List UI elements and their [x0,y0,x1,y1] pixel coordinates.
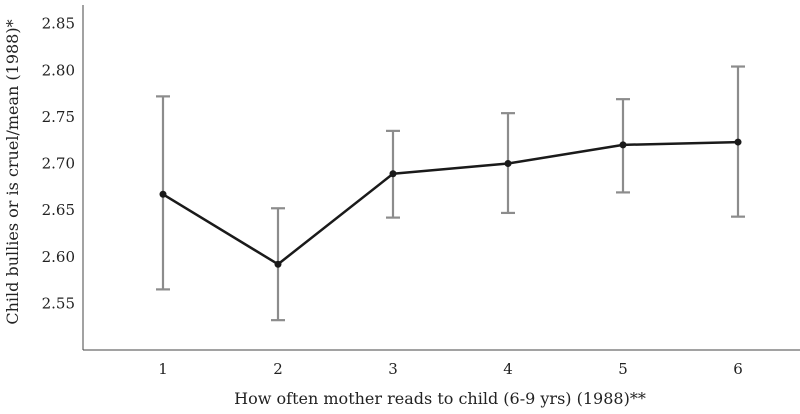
x-tick-label: 5 [618,360,628,378]
x-tick-label: 2 [273,360,283,378]
data-point [619,141,627,149]
x-tick-label: 4 [503,360,513,378]
y-tick-label: 2.75 [42,108,75,126]
y-tick-label: 2.55 [42,294,75,312]
series-line [162,140,739,266]
data-point [734,138,742,146]
y-tick-label: 2.70 [42,155,75,173]
data-point [274,260,282,268]
y-tick-label: 2.65 [42,201,75,219]
data-point [504,160,512,168]
y-tick-label: 2.60 [42,248,75,266]
error-bars [156,65,745,322]
series [159,138,742,268]
data-point [159,190,167,198]
y-tick-label: 2.85 [42,15,75,33]
y-axis-title: Child bullies or is cruel/mean (1988)* [3,19,22,324]
x-tick-label: 6 [733,360,743,378]
data-point [389,170,397,178]
x-tick-label: 3 [388,360,398,378]
x-axis: 1 2 3 4 5 6 [83,349,800,378]
x-tick-label: 1 [158,360,168,378]
x-axis-title: How often mother reads to child (6-9 yrs… [234,389,646,408]
y-axis: 2.55 2.60 2.65 2.70 2.75 2.80 2.85 [42,5,84,350]
y-tick-label: 2.80 [42,61,75,79]
